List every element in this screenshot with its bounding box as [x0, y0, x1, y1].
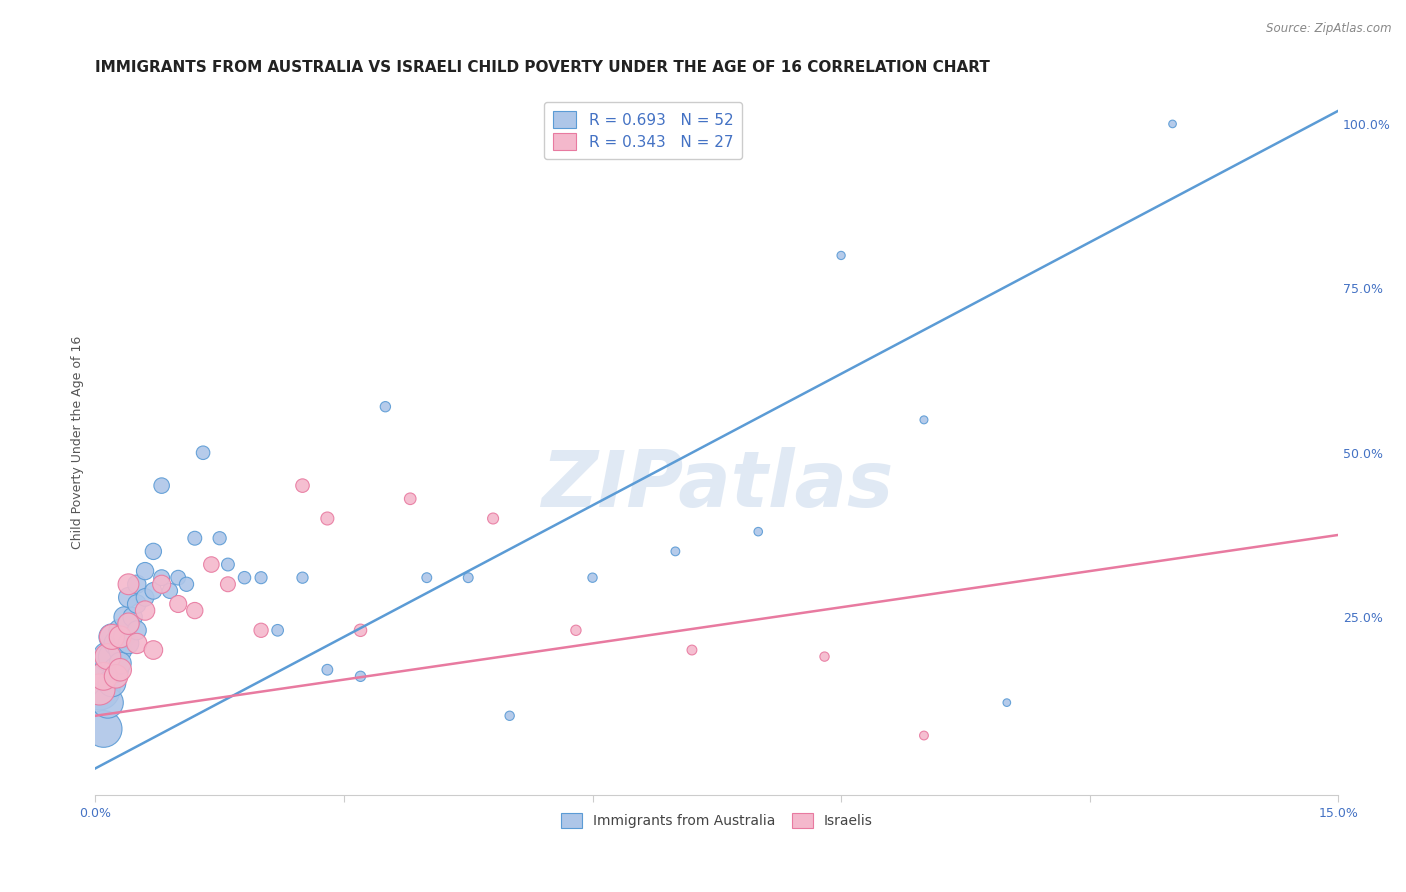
Point [134, 591, 156, 605]
Point [125, 597, 148, 611]
Point [105, 663, 128, 677]
Point [747, 524, 769, 539]
Point [134, 603, 156, 617]
Text: IMMIGRANTS FROM AUSTRALIA VS ISRAELI CHILD POVERTY UNDER THE AGE OF 16 CORRELATI: IMMIGRANTS FROM AUSTRALIA VS ISRAELI CHI… [96, 60, 990, 75]
Point [112, 630, 135, 644]
Point [167, 597, 190, 611]
Point [912, 413, 935, 427]
Point [134, 564, 156, 578]
Point [349, 624, 371, 638]
Point [291, 571, 314, 585]
Text: ZIPatlas: ZIPatlas [541, 447, 893, 523]
Point [112, 610, 135, 624]
Point [184, 603, 207, 617]
Point [316, 511, 339, 525]
Point [912, 729, 935, 743]
Point [121, 610, 143, 624]
Point [217, 558, 239, 572]
Point [457, 571, 479, 585]
Point [349, 669, 371, 683]
Point [89, 682, 111, 697]
Point [233, 571, 256, 585]
Point [1161, 117, 1184, 131]
Point [108, 663, 131, 677]
Point [108, 624, 131, 638]
Point [117, 591, 139, 605]
Point [208, 531, 231, 545]
Point [142, 643, 165, 657]
Point [565, 624, 588, 638]
Text: Source: ZipAtlas.com: Source: ZipAtlas.com [1267, 22, 1392, 36]
Point [93, 722, 115, 736]
Point [101, 630, 124, 644]
Point [374, 400, 396, 414]
Point [142, 583, 165, 598]
Point [813, 649, 835, 664]
Point [105, 636, 128, 650]
Point [105, 669, 128, 683]
Point [150, 571, 173, 585]
Point [108, 630, 131, 644]
Point [316, 663, 339, 677]
Point [97, 649, 120, 664]
Point [97, 696, 120, 710]
Point [125, 624, 148, 638]
Point [125, 577, 148, 591]
Point [830, 248, 852, 262]
Point [117, 616, 139, 631]
Point [191, 446, 214, 460]
Point [89, 682, 111, 697]
Point [117, 616, 139, 631]
Point [250, 624, 273, 638]
Point [995, 696, 1018, 710]
Point [93, 663, 115, 677]
Point [266, 624, 288, 638]
Point [108, 656, 131, 670]
Point [167, 571, 190, 585]
Point [101, 649, 124, 664]
Legend: Immigrants from Australia, Israelis: Immigrants from Australia, Israelis [555, 807, 879, 833]
Point [117, 636, 139, 650]
Point [150, 577, 173, 591]
Point [291, 478, 314, 492]
Point [101, 630, 124, 644]
Point [150, 478, 173, 492]
Point [399, 491, 422, 506]
Point [142, 544, 165, 558]
Point [482, 511, 505, 525]
Point [498, 708, 520, 723]
Point [184, 531, 207, 545]
Point [681, 643, 703, 657]
Point [581, 571, 603, 585]
Point [200, 558, 222, 572]
Point [97, 649, 120, 664]
Point [108, 643, 131, 657]
Point [176, 577, 198, 591]
Point [217, 577, 239, 591]
Point [117, 577, 139, 591]
Point [416, 571, 439, 585]
Point [101, 676, 124, 690]
Y-axis label: Child Poverty Under the Age of 16: Child Poverty Under the Age of 16 [72, 336, 84, 549]
Point [250, 571, 273, 585]
Point [125, 636, 148, 650]
Point [664, 544, 686, 558]
Point [93, 669, 115, 683]
Point [159, 583, 181, 598]
